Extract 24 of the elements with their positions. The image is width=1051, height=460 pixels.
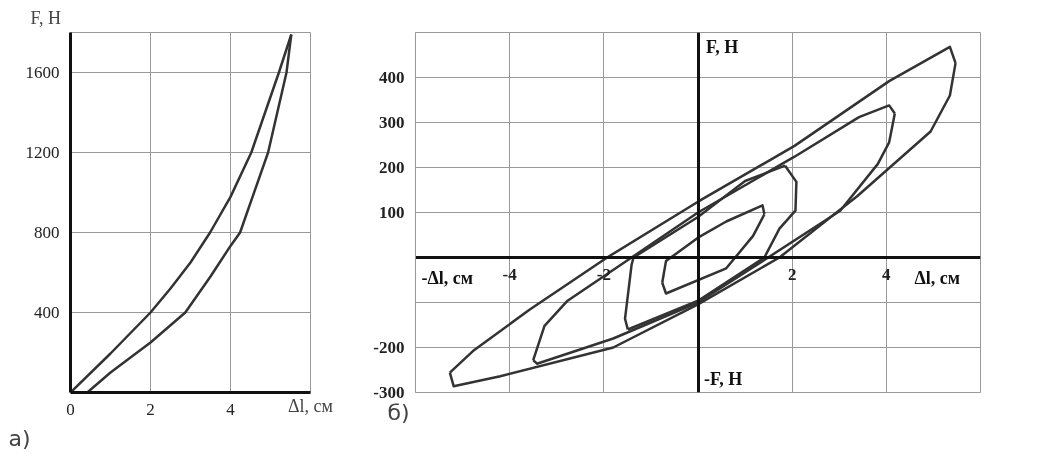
x-tick-label: 4 [882, 264, 892, 284]
text: а) [8, 425, 31, 451]
text: б) [387, 399, 410, 425]
annotation: -F, Н [704, 368, 743, 389]
y-tick-label: 300 [379, 113, 405, 132]
x-tick-label: -4 [502, 264, 518, 284]
x-tick-label: 0 [66, 399, 75, 419]
x-tick-label: 2 [146, 399, 155, 419]
y-tick-label: -300 [373, 383, 405, 402]
annotation: -Δl, см [421, 267, 474, 288]
x-tick-label: 4 [226, 399, 236, 419]
y-tick-label: 200 [379, 158, 405, 177]
x-axis-title: Δl, см [288, 395, 333, 416]
y-tick-label: 400 [34, 303, 60, 322]
y-tick-label: 1200 [25, 143, 60, 162]
y-axis-title: F, Н [30, 7, 62, 28]
x-tick-label: 2 [787, 264, 797, 284]
y-tick-label: 400 [379, 68, 405, 87]
y-tick-label: 1600 [25, 63, 60, 82]
y-tick-label: -200 [373, 338, 405, 357]
y-tick-label: 100 [379, 203, 405, 222]
y-tick-label: 800 [34, 223, 60, 242]
x-axis-title: Δl, см [914, 267, 961, 288]
y-axis-title: F, Н [706, 36, 739, 57]
